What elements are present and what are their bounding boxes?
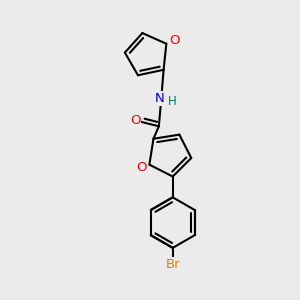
Text: O: O xyxy=(136,160,146,173)
Text: O: O xyxy=(169,34,180,47)
Text: H: H xyxy=(168,94,177,107)
Text: Br: Br xyxy=(165,258,180,271)
Text: O: O xyxy=(130,114,140,127)
Text: N: N xyxy=(154,92,164,105)
